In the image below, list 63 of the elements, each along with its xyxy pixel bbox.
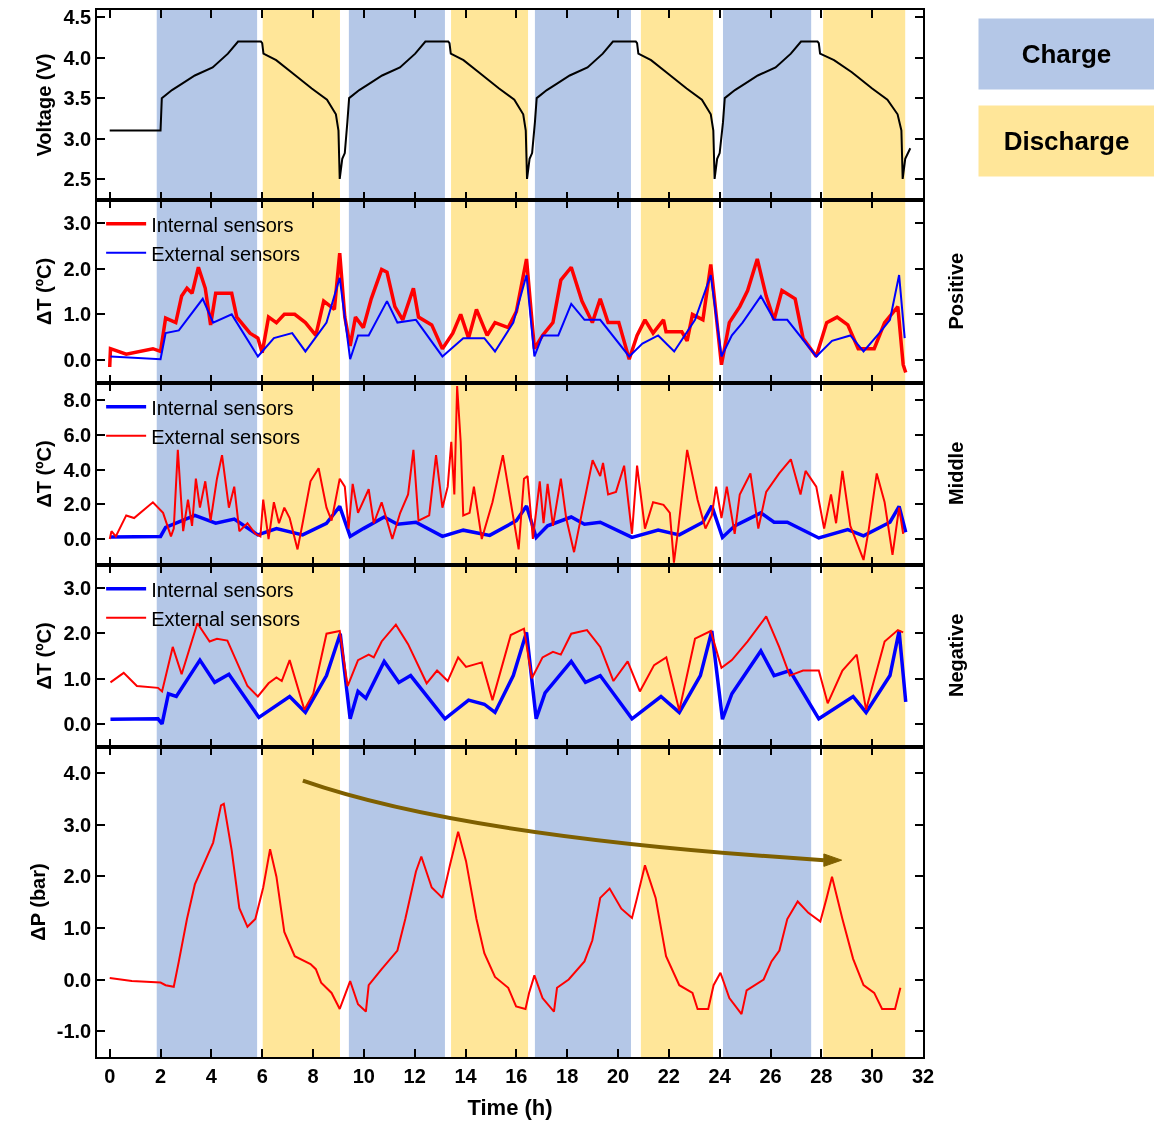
x-tick-label: 12 [403, 1064, 426, 1087]
line-series [108, 802, 902, 1016]
y-tick-label: 2.0 [63, 622, 92, 645]
x-tick-label: 26 [759, 1064, 782, 1087]
x-tick-label: 14 [454, 1064, 478, 1087]
x-tick-label: 22 [657, 1064, 680, 1087]
line-series [108, 629, 908, 726]
y-axis-title: ΔT (ºC) [33, 440, 56, 508]
text: Charge [1021, 39, 1112, 69]
y-tick-label: 1.0 [63, 303, 92, 326]
line-series [109, 274, 906, 361]
y-tick-label: 0.0 [63, 528, 92, 550]
y-tick-label: 2.0 [63, 493, 92, 516]
text: Negative [945, 613, 968, 698]
y-tick-label: -1.0 [56, 1020, 92, 1043]
line-series [108, 384, 905, 564]
y-tick-label: 1.0 [63, 916, 92, 939]
x-tick-label: 24 [708, 1064, 732, 1087]
x-tick-label: 30 [861, 1064, 884, 1087]
line-series [108, 40, 912, 180]
y-tick-label: 6.0 [63, 424, 92, 446]
x-tick-label: 10 [352, 1064, 375, 1087]
y-tick-label: 0.0 [63, 713, 92, 736]
legend-label: External sensors [151, 242, 301, 265]
legend-label: Internal sensors [151, 578, 294, 601]
y-tick-label: 4.0 [63, 458, 92, 481]
text: Discharge [1003, 126, 1130, 156]
legend-label: External sensors [151, 607, 301, 630]
y-tick-label: 2.0 [63, 257, 92, 280]
y-axis-title: ΔT (ºC) [33, 622, 56, 690]
y-tick-label: 3.0 [63, 576, 92, 599]
x-tick-label: 4 [205, 1064, 218, 1087]
y-tick-label: 4.5 [63, 6, 92, 29]
x-tick-label: 28 [810, 1064, 833, 1087]
y-tick-label: 3.0 [63, 211, 92, 234]
legend-label: External sensors [151, 425, 301, 448]
legend-label: Internal sensors [151, 213, 294, 236]
y-tick-label: 0.0 [63, 968, 92, 991]
x-tick-label: 0 [104, 1064, 116, 1087]
x-tick-label: 6 [256, 1064, 268, 1087]
x-tick-label: 2 [154, 1064, 167, 1087]
y-tick-label: 4.0 [63, 761, 92, 784]
x-tick-label: 18 [556, 1064, 579, 1087]
y-tick-label: 2.5 [63, 167, 92, 190]
y-tick-label: 1.0 [63, 667, 92, 690]
y-tick-label: 3.0 [63, 127, 92, 150]
x-tick-label: 20 [606, 1064, 630, 1087]
x-tick-label: 16 [505, 1064, 528, 1087]
y-axis-title: Voltage (V) [33, 53, 56, 157]
x-tick-label: 32 [911, 1064, 935, 1087]
y-tick-label: 0.0 [63, 349, 92, 372]
legend-label: Internal sensors [151, 396, 294, 419]
y-tick-label: 3.5 [63, 87, 92, 110]
y-axis-title: ΔT (ºC) [33, 257, 56, 326]
x-tick-label: 8 [307, 1064, 319, 1087]
text: Positive [944, 252, 967, 330]
y-tick-label: 3.0 [63, 813, 92, 836]
text: Middle [945, 441, 968, 506]
x-axis-title: Time (h) [467, 1095, 553, 1121]
y-tick-label: 4.0 [63, 46, 92, 69]
y-axis-title: ΔP (bar) [26, 863, 49, 941]
y-tick-label: 2.0 [63, 865, 92, 888]
y-tick-label: 8.0 [63, 389, 92, 412]
